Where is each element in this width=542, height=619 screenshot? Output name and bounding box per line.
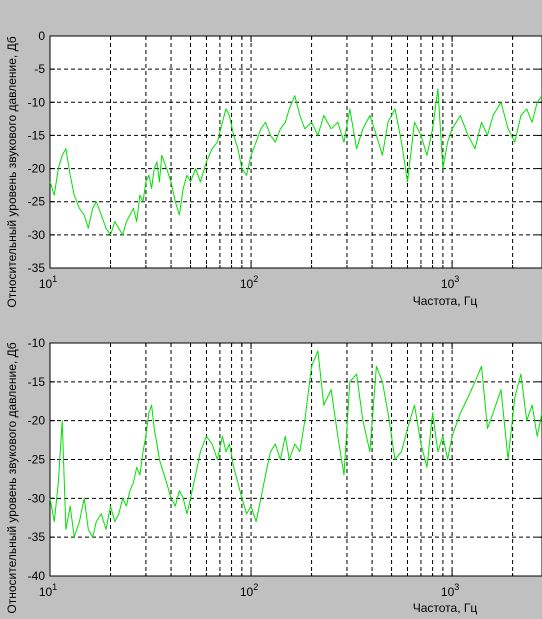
bottom-x-tick-label: 101 bbox=[39, 582, 57, 599]
top-x-axis-label: Частота, Гц bbox=[413, 294, 478, 308]
bottom-series-line bbox=[49, 350, 542, 538]
bottom-y-tick-label: -15 bbox=[28, 375, 46, 389]
top-y-tick-label: 0 bbox=[38, 29, 45, 43]
bottom-y-tick-label: -30 bbox=[28, 491, 46, 505]
top-y-tick-label: -5 bbox=[34, 62, 45, 76]
top-x-tick-label: 102 bbox=[240, 274, 258, 291]
bottom-series-layer bbox=[49, 350, 542, 538]
top-y-tick-label: -20 bbox=[28, 162, 46, 176]
bottom-x-axis-label: Частота, Гц bbox=[413, 601, 478, 615]
bottom-y-tick-label: -10 bbox=[28, 336, 46, 350]
top-series-layer bbox=[49, 88, 542, 236]
bottom-x-tick-label: 103 bbox=[441, 582, 459, 599]
top-y-axis-label: Относительный уровень звукового давление… bbox=[5, 36, 19, 307]
bottom-grid bbox=[50, 342, 542, 577]
top-series-line bbox=[49, 88, 542, 236]
top-grid bbox=[50, 35, 542, 269]
top-y-tick-label: -10 bbox=[28, 95, 46, 109]
bottom-y-tick-label: -40 bbox=[28, 569, 46, 583]
top-y-tick-label: -25 bbox=[28, 195, 46, 209]
top-x-tick-label: 101 bbox=[39, 274, 57, 291]
bottom-y-tick-label: -25 bbox=[28, 453, 46, 467]
bottom-y-axis-label: Относительный уровень звукового давление… bbox=[5, 342, 19, 613]
top-y-tick-label: -15 bbox=[28, 128, 46, 142]
top-y-tick-label: -35 bbox=[28, 261, 46, 275]
top-x-tick-label: 103 bbox=[441, 274, 459, 291]
bottom-y-tick-label: -35 bbox=[28, 530, 46, 544]
bottom-x-tick-label: 102 bbox=[240, 582, 258, 599]
bottom-y-tick-label: -20 bbox=[28, 414, 46, 428]
top-y-tick-label: -30 bbox=[28, 228, 46, 242]
top-plot-area bbox=[49, 35, 542, 269]
